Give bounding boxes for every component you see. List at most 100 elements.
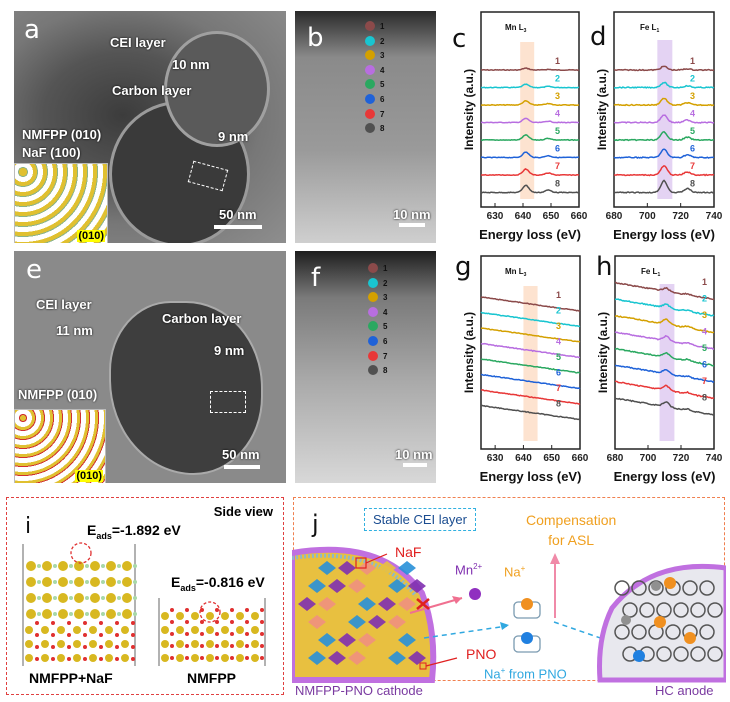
- oxygen-atom: [170, 620, 174, 624]
- naf-na-atom: [42, 593, 52, 603]
- carbon-ring: [614, 624, 630, 640]
- polyhedron: [338, 561, 356, 575]
- oxygen-atom: [131, 621, 135, 625]
- naf-f-atom: [101, 596, 105, 600]
- spectrum-line-7: [480, 168, 580, 177]
- carbon-ring: [707, 602, 723, 618]
- oxygen-atom: [99, 657, 103, 661]
- x-tick-label: 640: [515, 211, 532, 222]
- naf-f-atom: [53, 580, 57, 584]
- naf-na-atom: [42, 577, 52, 587]
- naf-f-atom: [85, 564, 89, 568]
- x-tick-label: 680: [606, 211, 623, 222]
- polyhedron: [378, 597, 396, 611]
- series-label: 6: [555, 144, 560, 154]
- naf-f-atom: [117, 596, 121, 600]
- na-symbol: Na: [484, 666, 501, 682]
- spectrum-line-4: [613, 114, 715, 124]
- spectrum-line-2: [480, 311, 581, 328]
- na-charge: +: [520, 564, 526, 573]
- oxygen-atom: [115, 633, 119, 637]
- cei-layer-label: CEI layer: [110, 35, 166, 50]
- naf-na-atom: [26, 561, 36, 571]
- carbon-thickness-label: 9 nm: [218, 129, 249, 144]
- x-tick-label: 650: [543, 211, 560, 222]
- mn-charge: 2+: [473, 562, 483, 571]
- polyhedron: [358, 561, 376, 575]
- nmfpp-atom: [57, 654, 65, 662]
- polyhedron: [348, 651, 366, 665]
- scan-point: [368, 277, 378, 288]
- x-tick-label: 650: [543, 453, 560, 464]
- naf-na-atom: [90, 577, 100, 587]
- polyhedron: [298, 561, 316, 575]
- oxygen-atom: [35, 621, 39, 625]
- scan-point: [365, 94, 375, 104]
- series-label: 8: [690, 179, 695, 189]
- carbon-ring: [631, 580, 647, 596]
- spectrum-chart-g: Mn L3 1 2 3 4 5 6 7 8 630 640 650 660 Energy loss (eV…: [462, 255, 589, 484]
- spectrum-line-6: [481, 151, 580, 159]
- nmfpp-atom: [73, 626, 81, 634]
- panel-letter: e: [26, 255, 42, 285]
- oxygen-atom: [83, 645, 87, 649]
- naf-na-atom: [90, 561, 100, 571]
- scan-point: [368, 292, 378, 303]
- y-axis-label: Intensity (a.u.): [596, 312, 610, 393]
- panel-letter-d: d: [590, 22, 607, 52]
- oxygen-atom: [115, 621, 119, 625]
- compensation-line-2: for ASL: [548, 532, 595, 548]
- edge-highlight-band: [523, 286, 538, 441]
- spectrum-line-7: [480, 389, 581, 405]
- polyhedron: [298, 597, 316, 611]
- edge-title: Fe L1: [641, 267, 660, 278]
- energy-value: =-0.816 eV: [195, 574, 265, 590]
- spectrum-line-3: [613, 97, 715, 107]
- spectrum-line-2: [614, 298, 715, 317]
- scan-point-label: 7: [383, 351, 388, 361]
- nmfpp-atom: [221, 654, 229, 662]
- scan-point: [365, 108, 375, 119]
- naf-f-atom: [69, 596, 73, 600]
- plot-frame: [480, 255, 581, 450]
- series-label: 2: [702, 294, 707, 304]
- naf-f-atom: [37, 596, 41, 600]
- energy-value: =-1.892 eV: [111, 522, 181, 538]
- oxygen-atom: [245, 620, 249, 624]
- oxygen-atom: [131, 645, 135, 649]
- nmfpp-atom: [161, 640, 169, 648]
- nmfpp-atom: [105, 626, 113, 634]
- series-label: 7: [556, 383, 561, 393]
- nmfpp-atom: [221, 640, 229, 648]
- oxygen-atom: [170, 644, 174, 648]
- scale-bar-label: 50 nm: [222, 447, 260, 462]
- series-label: 2: [555, 74, 560, 84]
- polyhedron: [348, 615, 366, 629]
- polyhedron: [368, 651, 386, 665]
- oxygen-atom: [131, 657, 135, 661]
- scan-point-label: 8: [380, 124, 385, 134]
- scan-point-label: 2: [380, 36, 385, 46]
- adsorption-energy-2: Eads=-0.816 eV: [171, 574, 265, 593]
- polyhedron: [318, 597, 336, 611]
- oxygen-atom: [115, 657, 119, 661]
- nmfpp-atom: [161, 654, 169, 662]
- spectrum-line-8: [613, 179, 714, 194]
- oxygen-atom: [260, 644, 264, 648]
- naf-f-atom: [133, 580, 137, 584]
- energy-subscript: ads: [96, 530, 112, 541]
- polyhedron: [378, 561, 396, 575]
- polyhedron: [338, 597, 356, 611]
- spectrum-line-7: [613, 164, 715, 177]
- nmfpp-atom: [25, 654, 33, 662]
- naf-f-atom: [117, 612, 121, 616]
- x-tick-label: 720: [673, 453, 690, 464]
- nmfpp-atom: [89, 626, 97, 634]
- naf-f-atom: [53, 564, 57, 568]
- x-tick-label: 640: [515, 453, 532, 464]
- series-label: 4: [556, 337, 561, 347]
- carbon-ring: [707, 646, 723, 662]
- compensation-label: Compensation for ASL: [526, 510, 616, 550]
- particle-upper: [164, 31, 270, 147]
- polyhedron: [378, 633, 396, 647]
